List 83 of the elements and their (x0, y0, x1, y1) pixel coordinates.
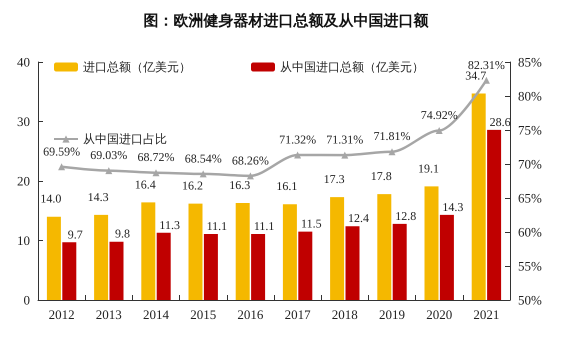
data-label: 69.03% (90, 148, 128, 162)
x-tick-label: 2015 (190, 307, 216, 322)
data-label: 16.1 (276, 179, 298, 194)
point (436, 127, 443, 134)
point (294, 152, 302, 159)
point (105, 167, 112, 174)
legend-label: 从中国进口总额（亿美元） (280, 60, 424, 74)
legend-label: 进口总额（亿美元） (83, 60, 191, 74)
y2-tick-label: 75% (518, 122, 542, 138)
bar (156, 232, 171, 300)
data-label: 12.4 (348, 211, 369, 226)
point (200, 170, 207, 178)
bar (472, 94, 486, 300)
y-tick-label: 20 (17, 174, 30, 188)
bar (298, 232, 312, 300)
data-label: 12.8 (395, 208, 416, 223)
data-label: 17.3 (324, 172, 345, 186)
y-tick-label: 10 (17, 233, 30, 248)
bar (282, 204, 297, 300)
data-label: 14.3 (442, 200, 464, 214)
y2-tick-label: 80% (518, 88, 542, 104)
data-label: 68.26% (232, 153, 269, 168)
y2-tick-label: 60% (518, 224, 542, 240)
bar (204, 234, 218, 300)
y2-tick-label: 70% (518, 156, 542, 172)
data-label: 68.72% (138, 150, 174, 164)
x-tick-label: 2019 (379, 307, 405, 322)
y2-tick-label: 65% (518, 190, 542, 206)
x-tick-label: 2012 (48, 307, 75, 322)
y-tick-label: 40 (17, 54, 30, 70)
data-label: 19.1 (418, 161, 439, 176)
point (58, 163, 66, 170)
x-tick-label: 2013 (96, 307, 122, 322)
chart-title: 图：欧洲健身器材进口总额及从中国进口额 (144, 12, 430, 30)
data-label: 11.5 (301, 216, 322, 231)
bar (346, 226, 360, 300)
data-label: 71.31% (326, 132, 364, 147)
data-label: 68.54% (184, 151, 222, 166)
data-label: 16.3 (229, 178, 250, 192)
y2-tick-label: 85% (518, 54, 542, 70)
point (246, 172, 254, 180)
y-tick-label: 30 (17, 114, 30, 129)
x-tick-label: 2016 (237, 307, 264, 322)
bar (94, 214, 108, 300)
bar (188, 204, 202, 300)
data-label: 71.81% (374, 129, 410, 144)
bar (440, 214, 454, 300)
data-label: 9.8 (115, 226, 130, 241)
bar (487, 130, 502, 300)
y2-tick-label: 55% (518, 258, 542, 274)
x-tick-label: 2014 (143, 307, 170, 322)
bar (110, 242, 124, 300)
data-label: 11.3 (159, 218, 180, 232)
bar (330, 197, 344, 300)
data-label: 11.1 (254, 218, 274, 233)
x-tick-label: 2020 (426, 307, 452, 322)
data-label: 17.8 (370, 169, 392, 184)
x-tick-label: 2018 (332, 307, 358, 322)
y2-tick-label: 50% (518, 292, 542, 308)
data-label: 11.1 (206, 218, 228, 233)
y-tick-label: 0 (24, 292, 30, 308)
point (388, 148, 396, 156)
bar (424, 186, 438, 300)
data-label: 9.7 (68, 227, 83, 242)
data-label: 14.3 (88, 190, 109, 204)
bar (377, 194, 392, 300)
point (341, 152, 348, 159)
data-label: 71.32% (279, 132, 316, 147)
bar (46, 216, 61, 300)
bar (62, 242, 76, 300)
bar (236, 203, 250, 300)
point (152, 169, 160, 176)
data-label: 14.0 (40, 192, 62, 206)
bar (392, 224, 407, 300)
data-label: 69.59% (43, 144, 80, 158)
legend-label: 从中国进口占比 (83, 132, 167, 146)
bar (141, 202, 156, 300)
x-tick-label: 2017 (284, 307, 312, 322)
x-tick-label: 2021 (473, 307, 500, 322)
bar (251, 234, 266, 300)
data-label: 16.4 (134, 177, 156, 192)
data-label: 74.92% (420, 108, 458, 122)
data-label: 16.2 (182, 178, 203, 193)
